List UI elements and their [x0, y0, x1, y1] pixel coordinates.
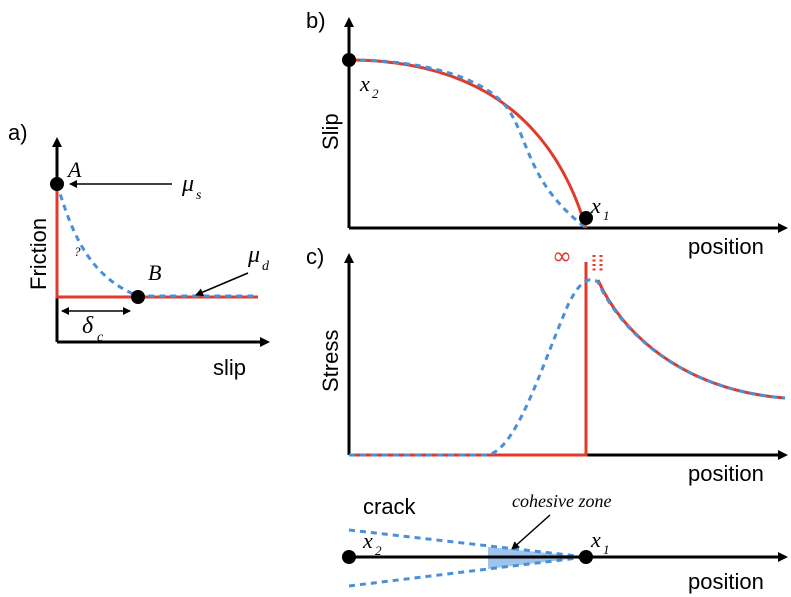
- x2-label-d: x: [362, 528, 373, 553]
- panel-d-x-label: position: [688, 569, 764, 594]
- mu-s-subscript: s: [196, 188, 202, 203]
- panel-b-tag: b): [306, 8, 326, 33]
- question-mark: ?: [74, 244, 81, 259]
- slip-red-curve: [348, 58, 588, 229]
- stress-red-step: [349, 262, 588, 457]
- x2-subscript-b: 2: [372, 86, 379, 101]
- panel-a-tag: a): [8, 120, 28, 145]
- mu-d-subscript: d: [262, 259, 270, 274]
- x2-marker-d: [342, 550, 356, 564]
- panel-a-blue-curve: [55, 183, 258, 298]
- delta-c-symbol: δ: [82, 313, 94, 339]
- x1-subscript-b: 1: [603, 208, 610, 223]
- x1-marker-d: [579, 550, 593, 564]
- x2-marker-b: [342, 53, 356, 67]
- panel-c-y-label: Stress: [318, 330, 343, 392]
- slip-blue-curve: [348, 58, 587, 230]
- panel-b: b) Slip position x 2 x 1: [306, 8, 788, 259]
- crack-label: crack: [363, 494, 417, 519]
- mu-d-arrow: [195, 272, 249, 296]
- x1-marker-b: [579, 211, 593, 225]
- panel-a: a) Friction slip A B μ s μ d δ c ?: [8, 120, 270, 380]
- x2-label-b: x: [359, 71, 370, 96]
- infinity-symbol: ∞: [552, 242, 572, 270]
- x1-label-b: x: [590, 193, 601, 218]
- delta-c-subscript: c: [97, 330, 104, 345]
- panel-b-y-label: Slip: [318, 113, 343, 150]
- panel-b-x-label: position: [688, 234, 764, 259]
- point-b-marker: [131, 290, 145, 304]
- point-a-label: A: [66, 157, 82, 182]
- crack-lower-face: [348, 555, 587, 588]
- panel-a-y-label: Friction: [26, 218, 51, 290]
- panel-c-x-label: position: [688, 461, 764, 486]
- panel-a-x-label: slip: [213, 355, 246, 380]
- panel-a-red-curve: [55, 184, 258, 299]
- point-a-marker: [50, 177, 64, 191]
- x2-subscript-d: 2: [375, 543, 382, 558]
- mu-s-symbol: μ: [181, 171, 194, 197]
- panel-c: c) Stress position ∞: [306, 242, 788, 486]
- x1-label-d: x: [590, 527, 601, 552]
- panel-c-tag: c): [306, 244, 324, 269]
- panel-d: crack cohesive zone x 2 x 1 position: [342, 491, 788, 594]
- point-b-label: B: [148, 260, 161, 285]
- x1-subscript-d: 1: [603, 542, 610, 557]
- cohesive-zone-arrow: [511, 514, 551, 550]
- crack-upper-face: [348, 528, 587, 559]
- stress-blue-curve: [349, 278, 786, 457]
- cohesive-zone-label: cohesive zone: [512, 491, 611, 511]
- stress-red-decay: [596, 279, 786, 400]
- mu-d-symbol: μ: [247, 242, 260, 268]
